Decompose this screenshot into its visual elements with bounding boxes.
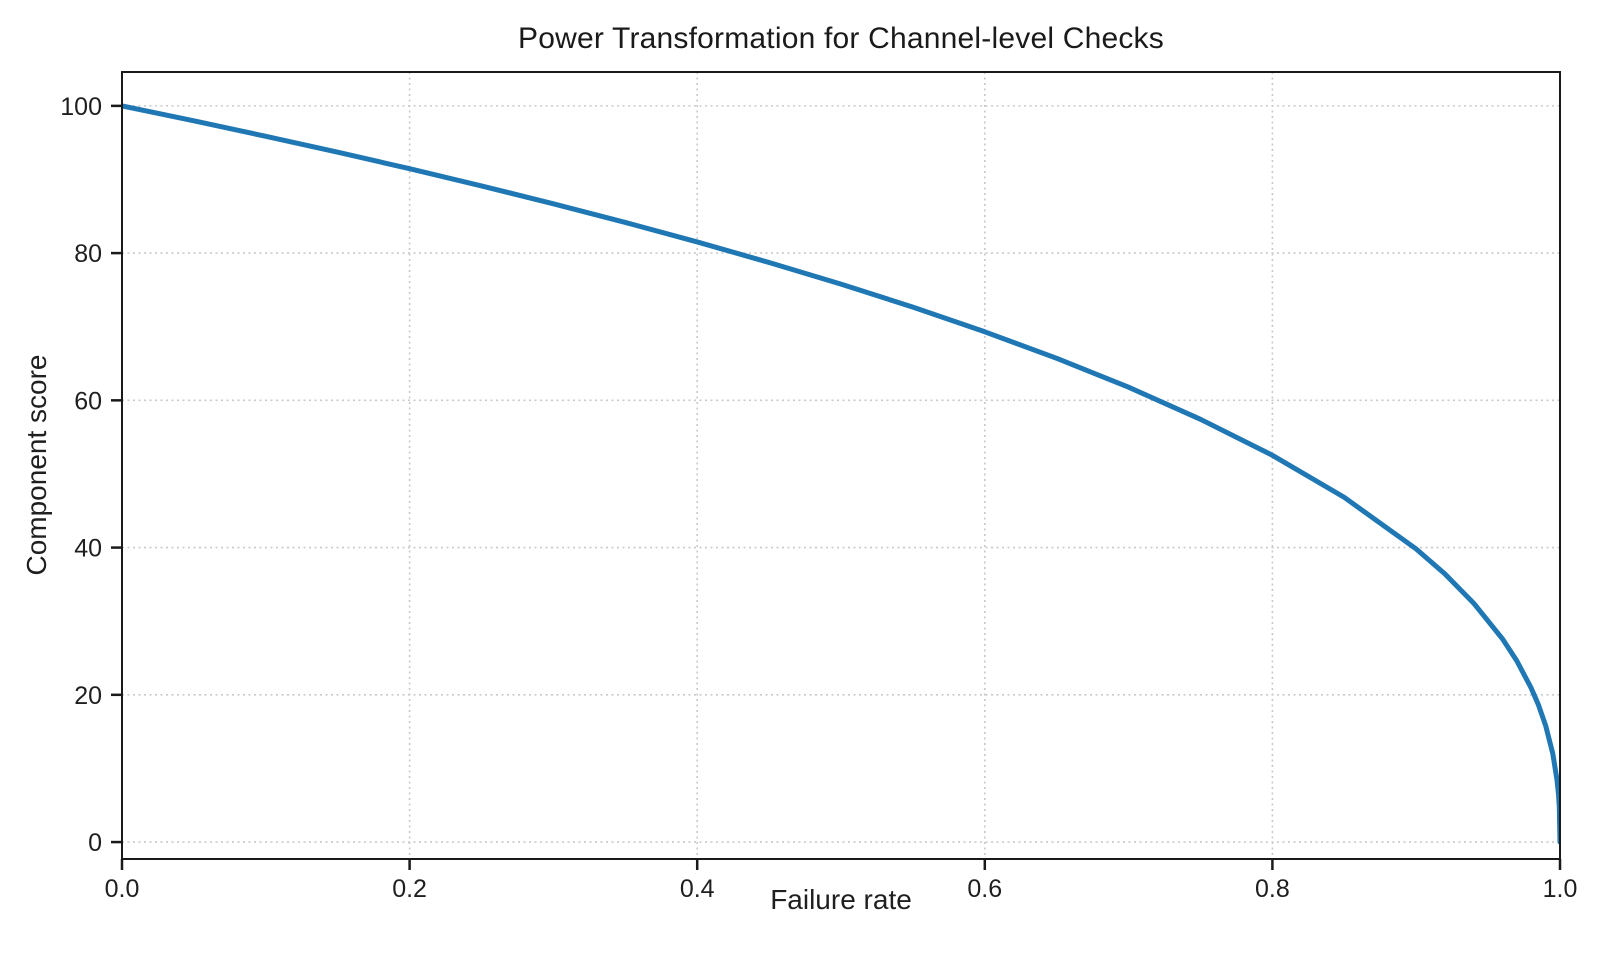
y-tick-label: 0 [88,829,102,857]
chart-title: Power Transformation for Channel-level C… [518,22,1164,55]
x-tick-label: 1.0 [1543,875,1578,903]
x-axis-label: Failure rate [770,884,912,915]
plot-border [121,71,1561,860]
y-tick-label: 60 [74,387,102,415]
component-score-curve [122,103,1560,845]
y-tick-label: 80 [74,240,102,268]
x-tick-label: 0.4 [680,875,715,903]
y-axis-label: Component score [21,354,52,576]
y-tick-label: 20 [74,682,102,710]
x-tick-label: 0.8 [1255,875,1290,903]
x-tick-label: 0.0 [105,875,140,903]
x-tick-label: 0.6 [967,875,1002,903]
y-tick-label: 40 [74,535,102,563]
y-tick-label: 100 [60,93,102,121]
x-tick-label: 0.2 [392,875,427,903]
